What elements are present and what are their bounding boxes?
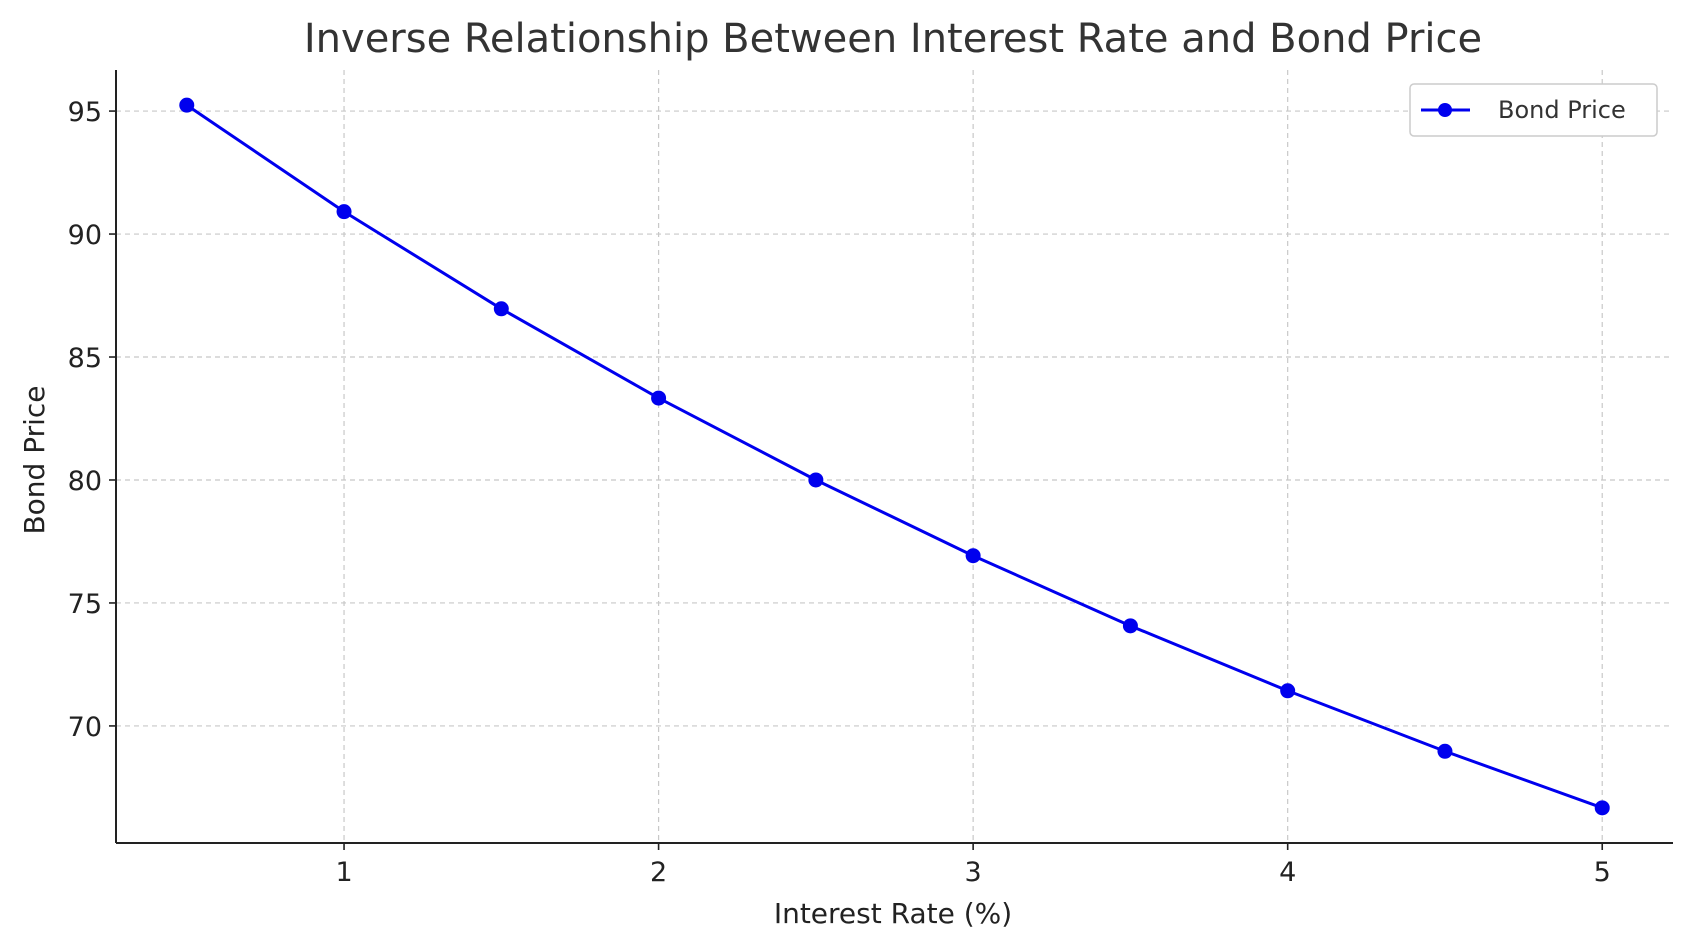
legend-marker-sample xyxy=(1438,103,1452,117)
data-point xyxy=(808,472,824,488)
data-point xyxy=(1122,618,1138,634)
y-tick-label: 90 xyxy=(68,220,102,251)
chart-title: Inverse Relationship Between Interest Ra… xyxy=(304,16,1482,62)
data-point xyxy=(493,301,509,317)
ticks-layer: 1 2 3 4 5 70 75 80 85 90 95 xyxy=(68,97,1611,888)
legend-label: Bond Price xyxy=(1498,96,1626,124)
series-line xyxy=(185,103,1604,810)
data-point xyxy=(1594,800,1610,816)
y-tick-label: 75 xyxy=(68,589,102,620)
legend-box xyxy=(1409,83,1658,137)
data-point xyxy=(1437,743,1453,759)
data-point xyxy=(336,204,352,220)
y-tick-label: 80 xyxy=(68,466,102,497)
x-axis-label: Interest Rate (%) xyxy=(774,897,1012,930)
grid-layer xyxy=(116,70,1673,843)
x-tick-label: 3 xyxy=(965,857,982,888)
x-tick-label: 4 xyxy=(1279,857,1296,888)
x-tick-label: 2 xyxy=(650,857,667,888)
data-point xyxy=(651,390,667,406)
data-point xyxy=(179,97,195,113)
axes-layer xyxy=(115,70,1673,844)
y-tick-label: 70 xyxy=(68,712,102,743)
series-layer xyxy=(179,97,1610,816)
data-point xyxy=(965,548,981,564)
x-tick-label: 5 xyxy=(1594,857,1611,888)
y-tick-label: 95 xyxy=(68,97,102,128)
y-tick-label: 85 xyxy=(68,343,102,374)
data-point xyxy=(1280,683,1296,699)
y-axis-label: Bond Price xyxy=(18,385,51,534)
legend: Bond Price xyxy=(1409,83,1658,137)
x-tick-label: 1 xyxy=(335,857,352,888)
